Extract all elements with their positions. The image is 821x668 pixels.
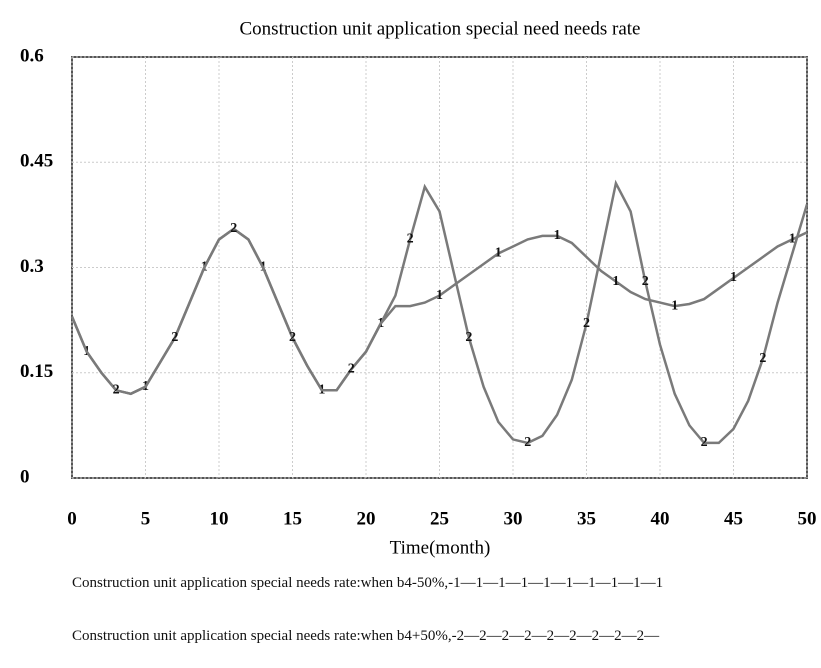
- chart: Construction unit application special ne…: [20, 18, 817, 558]
- series-marker: 2: [465, 330, 472, 345]
- chart-title: Construction unit application special ne…: [240, 18, 641, 39]
- x-tick-label: 0: [67, 508, 77, 529]
- x-tick-label: 50: [798, 508, 817, 529]
- series-marker: 2: [759, 351, 766, 366]
- series-marker: 2: [230, 221, 237, 236]
- x-tick-label: 35: [577, 508, 596, 529]
- y-tick-label: 0.6: [20, 45, 44, 66]
- x-tick-label: 5: [141, 508, 151, 529]
- series-marker: 2: [524, 435, 531, 450]
- series-marker: 1: [554, 228, 561, 243]
- legend-entry: Construction unit application special ne…: [72, 575, 664, 591]
- x-tick-label: 45: [724, 508, 743, 529]
- legend-entry: Construction unit application special ne…: [72, 628, 660, 644]
- y-tick-label: 0.3: [20, 256, 44, 277]
- series-marker: 2: [289, 330, 296, 345]
- series-marker: 1: [612, 274, 619, 289]
- series-marker: 2: [701, 435, 708, 450]
- x-tick-label: 20: [357, 508, 376, 529]
- series-marker: 2: [348, 361, 355, 376]
- series-marker: 2: [171, 330, 178, 345]
- y-tick-label: 0.45: [20, 151, 53, 172]
- series-marker: 1: [671, 298, 678, 313]
- x-tick-label: 10: [210, 508, 229, 529]
- series-marker: 1: [730, 270, 737, 285]
- x-tick-label: 15: [283, 508, 302, 529]
- x-tick-label: 40: [651, 508, 670, 529]
- series-marker: 2: [113, 383, 120, 398]
- x-tick-label: 30: [504, 508, 523, 529]
- series-marker: 1: [495, 246, 502, 261]
- x-tick-label: 25: [430, 508, 449, 529]
- series-line: [70, 179, 809, 445]
- series-marker: 1: [789, 232, 796, 247]
- x-axis-label: Time(month): [390, 537, 491, 558]
- series-marker: 2: [583, 316, 590, 331]
- series-marker: 1: [436, 288, 443, 303]
- series-marker: 2: [642, 274, 649, 289]
- series-marker: 2: [407, 232, 414, 247]
- y-tick-label: 0: [20, 466, 30, 487]
- y-tick-label: 0.15: [20, 361, 53, 382]
